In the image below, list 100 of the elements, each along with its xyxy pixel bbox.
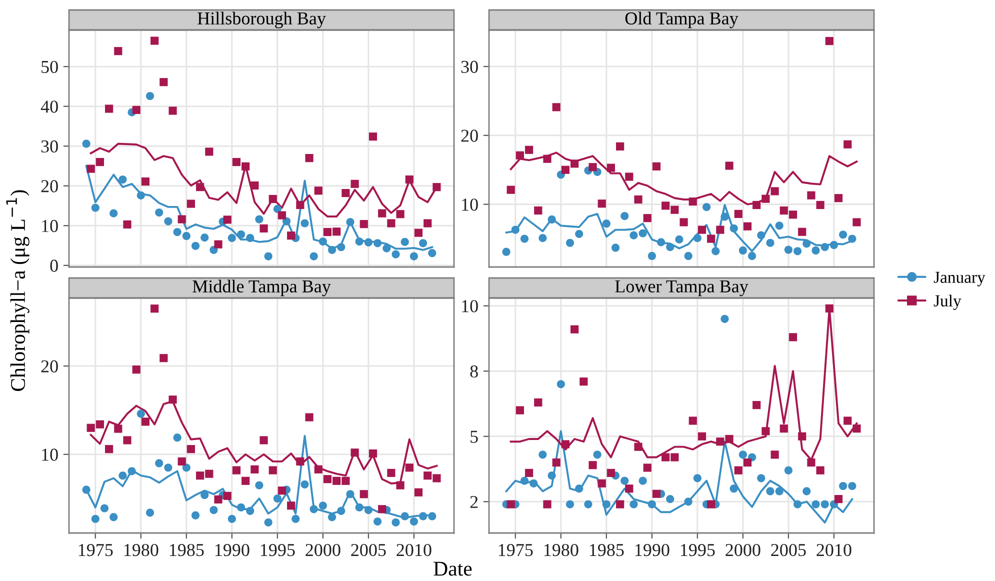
point (593, 450, 602, 459)
y-tick-label: 40 (40, 100, 58, 113)
point (816, 200, 824, 210)
point (630, 500, 638, 508)
x-axis-title: Date (434, 562, 472, 576)
y-tick-label: 50 (42, 60, 58, 74)
point (246, 506, 254, 515)
point (784, 246, 792, 254)
point (748, 252, 756, 260)
point (300, 219, 309, 228)
y-tick-label: 20 (41, 360, 58, 372)
point (839, 230, 848, 239)
point (670, 206, 679, 214)
point (364, 506, 372, 514)
point (300, 480, 309, 488)
point (100, 504, 109, 512)
point (273, 204, 282, 213)
point (392, 250, 400, 258)
point (337, 243, 346, 252)
point (620, 212, 629, 220)
point (552, 458, 560, 467)
point (820, 242, 829, 252)
point (606, 164, 616, 172)
point (766, 238, 774, 247)
point (410, 252, 418, 260)
point (807, 191, 816, 200)
point (268, 194, 277, 204)
point (164, 217, 172, 226)
point (350, 448, 359, 457)
point (414, 488, 423, 496)
x-tick-label: 2005 (771, 544, 806, 556)
point (314, 186, 322, 195)
point (242, 476, 250, 485)
point (588, 163, 597, 172)
point (844, 416, 852, 425)
point (793, 247, 802, 256)
point (548, 215, 556, 224)
point (743, 222, 752, 230)
point (530, 479, 538, 488)
point (378, 209, 386, 218)
point (360, 490, 368, 498)
x-tick-label: 2010 (396, 544, 432, 556)
point (310, 505, 318, 514)
point (816, 466, 824, 474)
point (561, 440, 570, 448)
point (346, 218, 354, 226)
point (525, 468, 534, 477)
point (123, 436, 132, 444)
point (598, 479, 606, 488)
point (730, 224, 738, 232)
x-tick-label: 1990 (635, 544, 670, 556)
point (424, 219, 432, 228)
point (118, 472, 127, 480)
point (387, 468, 396, 477)
point (428, 249, 436, 258)
point (205, 148, 214, 156)
point (770, 450, 779, 459)
point (688, 416, 697, 425)
point (602, 500, 610, 508)
x-tick-label: 1985 (590, 544, 624, 556)
point (775, 222, 784, 230)
point (287, 232, 296, 240)
point (752, 200, 761, 210)
point (798, 228, 806, 236)
point (323, 475, 332, 484)
point (118, 175, 127, 184)
point (802, 487, 811, 496)
point (96, 158, 104, 166)
point (725, 434, 734, 444)
x-tick-label: 2005 (351, 544, 386, 556)
point (182, 464, 190, 472)
point (382, 244, 391, 252)
point (662, 202, 670, 210)
point (410, 517, 418, 526)
point (178, 215, 186, 224)
point (186, 200, 196, 208)
point (164, 464, 172, 472)
point (830, 240, 838, 250)
point (643, 214, 652, 222)
y-tick-label: 5 (470, 430, 478, 443)
point (155, 208, 164, 217)
point (520, 476, 529, 485)
point (839, 482, 848, 490)
point (666, 495, 674, 504)
point (638, 229, 647, 238)
point (355, 238, 364, 246)
point (670, 453, 679, 462)
point (346, 490, 354, 498)
point (246, 234, 254, 242)
point (807, 458, 816, 467)
point (852, 218, 861, 226)
point (360, 220, 368, 228)
point (634, 195, 642, 204)
x-tick-label: 1990 (215, 544, 250, 556)
point (825, 304, 834, 312)
point (757, 231, 766, 240)
point (834, 495, 843, 504)
point (419, 239, 428, 248)
line-series (505, 430, 854, 524)
point (534, 206, 542, 215)
